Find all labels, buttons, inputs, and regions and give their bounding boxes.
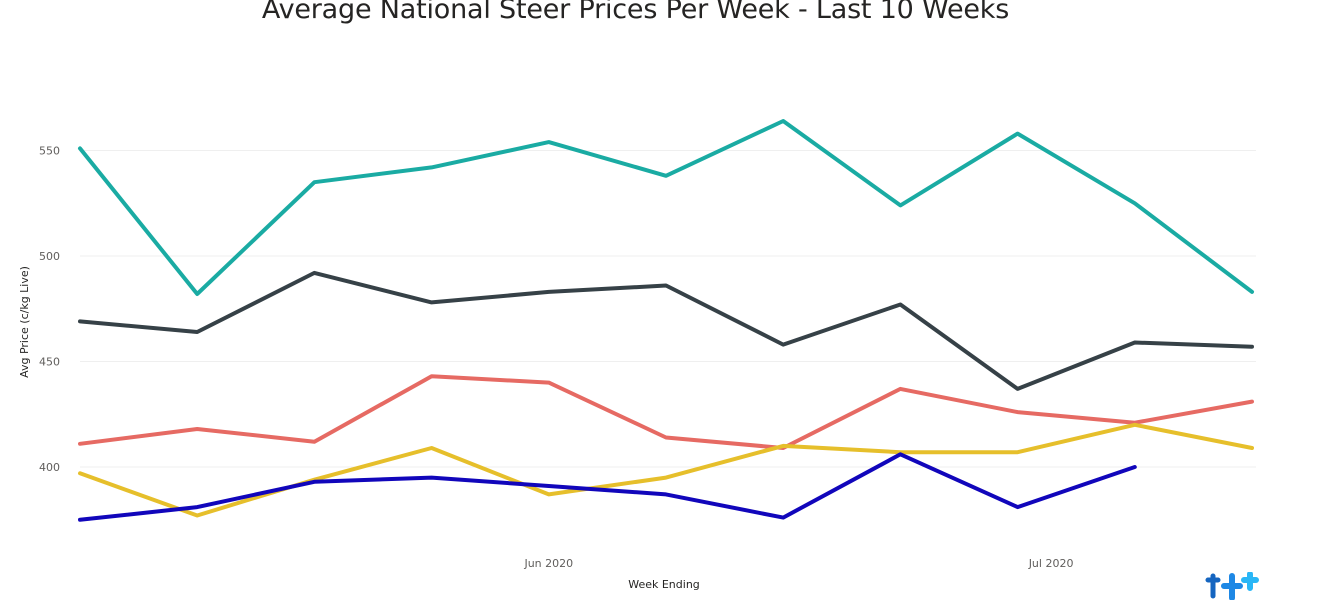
- y-tick-label: 450: [39, 356, 60, 369]
- brand-logo: [1204, 571, 1260, 601]
- y-tick-label: 400: [39, 461, 60, 474]
- y-axis-ticks: 400 450 500 550: [39, 145, 60, 475]
- x-axis-ticks: Jun 2020 Jul 2020: [523, 557, 1073, 570]
- y-axis-title: Avg Price (c/kg Live): [18, 266, 31, 378]
- y-tick-label: 500: [39, 250, 60, 263]
- y-tick-label: 550: [39, 145, 60, 158]
- gridlines: [80, 150, 1256, 468]
- series-line-1: [78, 119, 1254, 296]
- series-lines: [78, 119, 1254, 522]
- series-line-3: [78, 374, 1254, 450]
- chart-title: Average National Steer Prices Per Week -…: [261, 0, 1010, 25]
- x-tick-label: Jul 2020: [1028, 557, 1074, 570]
- series-line-5: [78, 452, 1137, 522]
- series-line-2: [78, 270, 1254, 391]
- x-axis-title: Week Ending: [628, 578, 700, 591]
- x-tick-label: Jun 2020: [523, 557, 573, 570]
- logo-icon: [1205, 571, 1259, 601]
